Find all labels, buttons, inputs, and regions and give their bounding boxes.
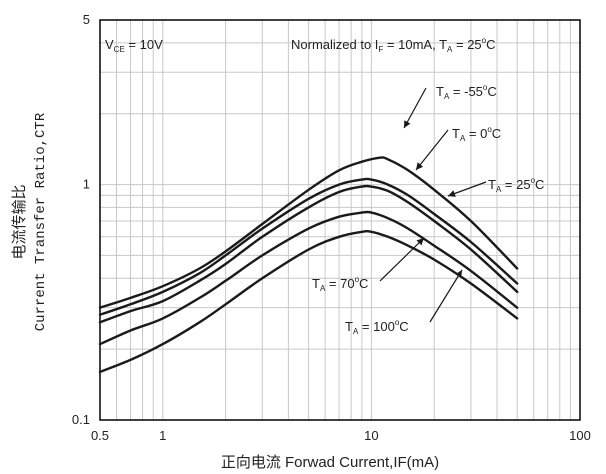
series-label-part: = -55 — [449, 84, 483, 99]
norm-sub2: A — [447, 45, 453, 54]
series-label-part: o — [395, 318, 400, 327]
series-label-part: C — [535, 177, 544, 192]
label-arrows — [379, 87, 487, 323]
series-label-part: = 0 — [465, 126, 487, 141]
series-arrowhead-0 — [404, 120, 411, 128]
series-label-3: TA = 70oC — [312, 275, 368, 293]
series-arrow-0 — [403, 87, 427, 129]
norm-sub: F — [378, 45, 383, 54]
y-tick-labels: 0.1 1 5 — [72, 12, 90, 427]
normalized-annotation: Normalized to IF = 10mA, TA = 25oC — [291, 36, 496, 54]
series-label-part: o — [355, 275, 360, 284]
series-label-part: A — [444, 92, 450, 101]
series-label-part: T — [452, 126, 460, 141]
y-tick-label: 1 — [83, 177, 90, 192]
series-label-part: o — [483, 83, 488, 92]
series-label-part: C — [359, 276, 368, 291]
norm-text: Normalized to I — [291, 37, 378, 52]
vce-rest: = 10V — [125, 37, 163, 52]
y-tick-label: 0.1 — [72, 412, 90, 427]
x-tick-label: 1 — [159, 428, 166, 443]
series-label-0: TA = -55oC — [436, 83, 497, 101]
x-tick-label: 0.5 — [91, 428, 109, 443]
series-label-part: A — [460, 134, 466, 143]
series-label-part: T — [436, 84, 444, 99]
vce-sub: CE — [114, 45, 125, 54]
x-tick-labels: 0.5 1 10 100 — [91, 428, 591, 443]
series-label-part: o — [487, 125, 492, 134]
norm-mid: = 10mA, T — [383, 37, 447, 52]
vce-main: V — [105, 37, 114, 52]
series-arrowhead-3 — [416, 238, 424, 246]
series-label-part: A — [496, 185, 502, 194]
plot-frame — [99, 19, 581, 421]
series-label-part: A — [353, 327, 359, 336]
series-arrowhead-4 — [455, 270, 462, 278]
series-line-2 — [98, 184, 519, 324]
series-arrow-4 — [429, 269, 463, 323]
series-label-part: = 70 — [325, 276, 354, 291]
x-axis-title: 正向电流 Forwad Current,IF(mA) — [221, 454, 439, 471]
series-label-part: = 25 — [501, 177, 530, 192]
x-tick-label: 100 — [569, 428, 591, 443]
series-arrowhead-1 — [416, 162, 424, 170]
series-label-part: T — [488, 177, 496, 192]
norm-end: C — [486, 37, 495, 52]
series-line-4 — [98, 230, 519, 374]
series-label-part: C — [399, 319, 408, 334]
vce-annotation: VCE = 10V — [105, 37, 163, 54]
x-tick-label: 10 — [364, 428, 378, 443]
series-label-part: T — [345, 319, 353, 334]
series-arrow-1 — [415, 129, 449, 171]
series-label-part: o — [531, 176, 536, 185]
series-arrow-3 — [379, 237, 425, 282]
series-group — [98, 156, 519, 374]
y-tick-label: 5 — [83, 12, 90, 27]
series-label-part: A — [320, 284, 326, 293]
series-label-part: T — [312, 276, 320, 291]
series-line-3 — [98, 210, 519, 346]
series-label-part: C — [487, 84, 496, 99]
y-axis-title-english: Current Transfer Ratio,CTR — [33, 112, 49, 331]
series-label-4: TA = 100oC — [345, 318, 409, 336]
series-label-part: C — [492, 126, 501, 141]
series-label-2: TA = 25oC — [488, 176, 544, 194]
series-line-0 — [98, 156, 519, 309]
y-axis-title-chinese: 电流传输比 — [11, 184, 28, 259]
series-label-1: TA = 0oC — [452, 125, 501, 143]
norm-rest: = 25 — [452, 37, 481, 52]
series-line-1 — [98, 177, 519, 316]
series-label-part: = 100 — [358, 319, 395, 334]
series-arrowhead-2 — [448, 190, 456, 197]
norm-sup: o — [482, 36, 487, 45]
